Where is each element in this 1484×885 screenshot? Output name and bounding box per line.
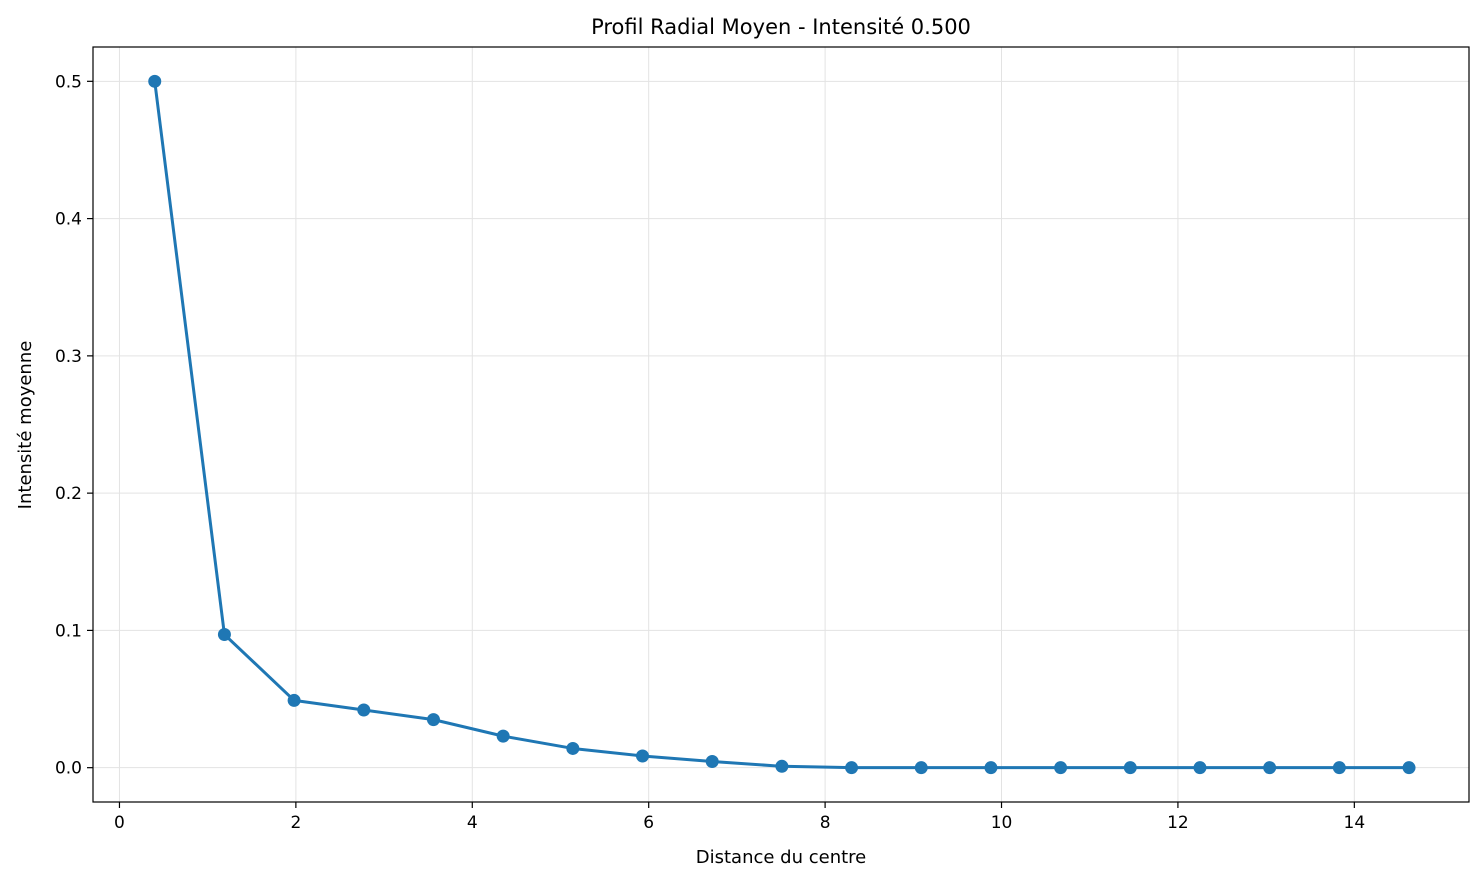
data-point bbox=[636, 749, 650, 763]
data-point bbox=[845, 761, 859, 775]
y-tick-label: 0.2 bbox=[55, 484, 82, 504]
data-point bbox=[914, 761, 928, 775]
data-point bbox=[217, 628, 231, 642]
data-point bbox=[148, 74, 162, 88]
data-point bbox=[566, 741, 580, 755]
x-tick-label: 12 bbox=[1167, 813, 1189, 833]
data-point bbox=[1332, 761, 1346, 775]
x-tick-label: 0 bbox=[114, 813, 125, 833]
x-tick-label: 6 bbox=[643, 813, 654, 833]
x-tick-label: 4 bbox=[467, 813, 478, 833]
x-axis-ticks: 0 2 4 6 8 10 12 14 bbox=[114, 802, 1365, 833]
x-tick-label: 10 bbox=[991, 813, 1013, 833]
y-tick-label: 0.5 bbox=[55, 72, 82, 92]
data-point bbox=[426, 713, 440, 727]
y-tick-label: 0.1 bbox=[55, 621, 82, 641]
y-tick-label: 0.3 bbox=[55, 347, 82, 367]
y-tick-label: 0.0 bbox=[55, 759, 82, 779]
data-point bbox=[1193, 761, 1207, 775]
x-tick-label: 14 bbox=[1344, 813, 1366, 833]
data-point bbox=[287, 693, 301, 707]
data-point bbox=[1402, 761, 1416, 775]
data-point bbox=[1123, 761, 1137, 775]
plot-frame bbox=[92, 46, 1470, 803]
y-axis-label: Intensité moyenne bbox=[15, 341, 36, 510]
data-point bbox=[1263, 761, 1277, 775]
x-tick-label: 8 bbox=[820, 813, 831, 833]
data-point bbox=[357, 703, 371, 717]
x-axis-label: Distance du centre bbox=[696, 847, 867, 868]
data-point bbox=[1054, 761, 1068, 775]
chart-title: Profil Radial Moyen - Intensité 0.500 bbox=[591, 15, 971, 39]
series-layer bbox=[148, 74, 1416, 775]
data-point bbox=[496, 729, 510, 743]
x-tick-label: 2 bbox=[290, 813, 301, 833]
y-tick-label: 0.4 bbox=[55, 210, 82, 230]
y-axis-ticks: 0.0 0.1 0.2 0.3 0.4 0.5 bbox=[55, 72, 93, 779]
data-point bbox=[775, 759, 789, 773]
grid bbox=[93, 47, 1469, 802]
data-point bbox=[984, 761, 998, 775]
data-point bbox=[705, 755, 719, 769]
